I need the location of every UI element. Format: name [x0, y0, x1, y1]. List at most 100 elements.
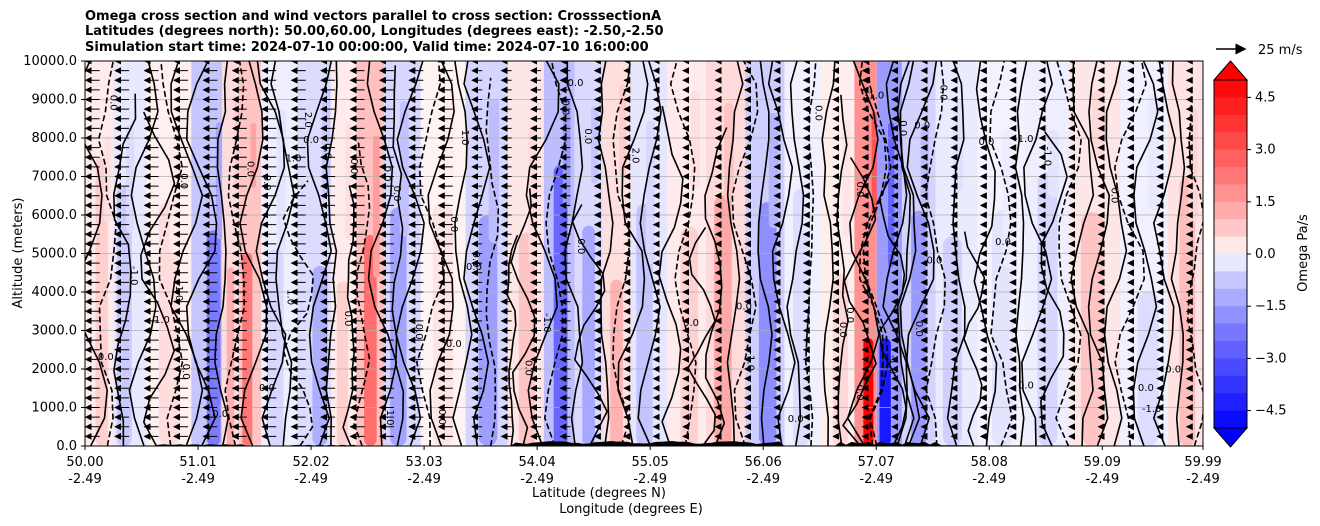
- contour-label: 0.0: [342, 311, 353, 327]
- omega-core: [610, 279, 623, 446]
- x-tick-label-lat: 52.02: [292, 455, 329, 470]
- x-axis-label-line-2: Longitude (degrees E): [559, 502, 703, 517]
- x-tick-label-lon: -2.49: [520, 472, 554, 487]
- wind-vectors: [85, 61, 1193, 440]
- colorbar-segment: [1214, 254, 1247, 272]
- colorbar-tick-label: 1.5: [1255, 195, 1276, 210]
- x-tick-label-lon: -2.49: [1186, 472, 1220, 487]
- colorbar-segment: [1214, 288, 1247, 307]
- omega-core-upper: [690, 90, 701, 188]
- contour-label: 0.0: [381, 166, 392, 182]
- terrain-silhouette: [85, 441, 1203, 446]
- x-tick-label-lon: -2.49: [1085, 472, 1119, 487]
- contour-label: 0.0: [938, 85, 949, 101]
- contour-line: [963, 231, 986, 446]
- contour-negative: [282, 180, 315, 446]
- contour-line: [846, 61, 880, 446]
- contour-label: 0.0: [995, 237, 1011, 248]
- y-tick-label: 1000.0: [32, 401, 78, 416]
- contour-label: 0.0: [736, 302, 752, 313]
- contour-label: -1.0: [887, 355, 898, 375]
- omega-core: [312, 266, 328, 446]
- contour-line: [306, 61, 333, 446]
- colorbar-segment: [1214, 358, 1247, 377]
- x-tick-label-lat: 53.03: [405, 455, 442, 470]
- x-tick-label-lon: -2.49: [294, 472, 328, 487]
- contour-line: [842, 157, 877, 446]
- omega-core: [206, 230, 221, 446]
- contour-label: 0.0: [178, 173, 189, 189]
- y-tick-label: 7000.0: [32, 170, 78, 185]
- contour-line: [905, 61, 938, 446]
- chart-title-line-3: Simulation start time: 2024-07-10 00:00:…: [85, 40, 649, 55]
- contour-label: 1.0: [154, 315, 170, 326]
- contour-line: [270, 61, 296, 446]
- contour-label: 0.0: [261, 175, 272, 191]
- x-tick-label-lat: 50.00: [66, 455, 103, 470]
- contour-label: 0.0: [303, 135, 319, 146]
- contour-line: [617, 61, 649, 446]
- quiver-key: 25 m/s: [1216, 43, 1303, 58]
- contour-label: 2.0: [630, 148, 641, 164]
- y-tick-label: 3000.0: [32, 324, 78, 339]
- colorbar-segment: [1214, 236, 1247, 255]
- contour-negative: [924, 61, 947, 446]
- contour-label: 0.0: [683, 318, 699, 329]
- colorbar-segment: [1214, 184, 1247, 203]
- x-tick-label-lon: -2.49: [746, 472, 780, 487]
- contour-line: [452, 61, 473, 446]
- colorbar-segment: [1214, 114, 1247, 133]
- contour-negative: [858, 61, 888, 446]
- x-tick-label-lat: 55.05: [632, 455, 669, 470]
- contour-line: [1170, 61, 1186, 446]
- contour-line: [597, 61, 614, 446]
- contour-line: [1103, 61, 1128, 446]
- contour-label: -1.0: [744, 352, 755, 372]
- contour-line: [704, 127, 728, 446]
- omega-core: [991, 209, 1014, 446]
- omega-core-upper: [345, 122, 352, 241]
- contour-negative: [224, 61, 246, 446]
- colorbar-segment: [1214, 410, 1247, 429]
- x-tick-label-lat: 56.06: [745, 455, 782, 470]
- x-tick-label-lat: 58.08: [971, 455, 1008, 470]
- colorbar-tick-label: −1.5: [1255, 299, 1287, 314]
- x-tick-label-lon: -2.49: [859, 472, 893, 487]
- chart-title-line-1: Omega cross section and wind vectors par…: [85, 9, 662, 24]
- plot-area: -1.00.00.00.00.00.00.0-1.00.00.00.01.00.…: [85, 61, 1203, 446]
- x-axis: 50.00 -2.49 51.01 -2.49 52.02 -2.49 53.03 -2.49…: [66, 446, 1222, 487]
- y-axis: 0.0 1000.0 2000.0 3000.0 4000.0 5000.0 6000.0 7…: [23, 54, 85, 454]
- contour-line: [255, 61, 287, 446]
- omega-core-upper: [591, 106, 599, 184]
- contour-negative: [1113, 61, 1147, 446]
- contour-label: 0.0: [1165, 365, 1181, 376]
- contour-label: 1.0: [286, 153, 302, 164]
- omega-core-upper: [104, 136, 112, 223]
- contour-label: 0.0: [568, 78, 584, 89]
- contour-label: 0.0: [812, 105, 823, 121]
- chart-title-line-2: Latitudes (degrees north): 50.00,60.00, …: [85, 24, 664, 39]
- omega-core-upper: [321, 88, 331, 195]
- contour-line: [687, 226, 717, 446]
- contour-negative: [97, 61, 118, 446]
- y-tick-label: 6000.0: [32, 208, 78, 223]
- contour-label: 0.0: [788, 414, 804, 425]
- contour-label: 0.0: [523, 360, 534, 376]
- y-tick-label: 2000.0: [32, 362, 78, 377]
- contour-line: [896, 61, 915, 446]
- omega-core-upper: [920, 123, 929, 207]
- contour-line: [726, 61, 744, 446]
- colorbar-tick-label: 0.0: [1255, 247, 1276, 262]
- contour-label: 0.0: [466, 262, 482, 273]
- contour-label: 0.0: [897, 120, 908, 136]
- x-axis-label-line-1: Latitude (degrees N): [532, 486, 666, 501]
- contour-label: 0.0: [559, 99, 570, 115]
- y-tick-label: 10000.0: [23, 54, 77, 69]
- contour-label: -1.0: [1142, 404, 1162, 415]
- omega-core-upper: [399, 101, 409, 237]
- contour-line: [786, 61, 805, 446]
- contour-label: 0.0: [244, 161, 255, 177]
- contour-line: [757, 61, 773, 446]
- contour-label: 0.0: [446, 339, 462, 350]
- contour-label: 0.0: [348, 158, 359, 174]
